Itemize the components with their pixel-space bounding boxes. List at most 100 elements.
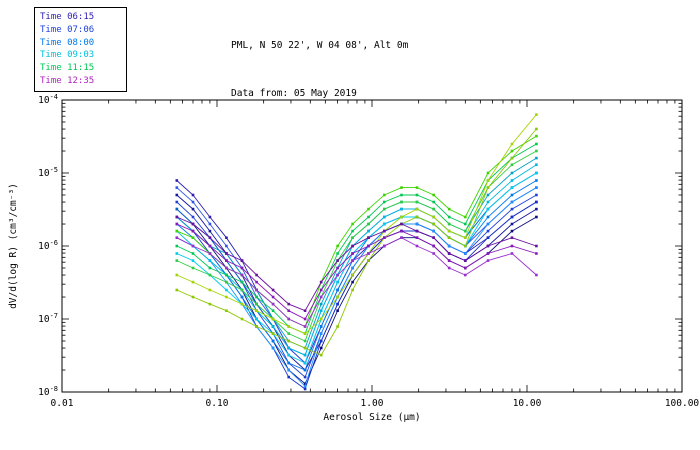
data-point-marker — [175, 193, 179, 197]
data-point-marker — [447, 236, 451, 239]
x-tick-label: 0.10 — [206, 398, 229, 409]
data-point-marker — [255, 325, 258, 328]
data-point-marker — [175, 179, 179, 182]
data-point-marker — [486, 215, 490, 219]
data-point-marker — [319, 353, 323, 357]
data-point-marker — [319, 295, 323, 299]
data-point-marker — [240, 273, 244, 277]
data-point-marker — [303, 332, 307, 335]
data-point-marker — [432, 200, 435, 204]
data-point-marker — [383, 244, 386, 248]
series-1235 — [175, 222, 538, 321]
plot-title-line1: PML, N 50 22', W 04 08', Alt 0m — [231, 40, 409, 51]
data-point-marker — [510, 142, 514, 146]
series-0615 — [175, 179, 538, 365]
y-tick-label: 10-4 — [38, 93, 58, 106]
series-line — [176, 114, 537, 335]
data-point-marker — [510, 171, 514, 175]
series-line — [176, 157, 537, 349]
data-point-marker — [415, 186, 419, 189]
data-point-marker — [464, 266, 467, 270]
data-point-marker — [367, 215, 370, 219]
data-point-marker — [175, 236, 179, 239]
data-point-marker — [464, 222, 467, 226]
data-point-marker — [271, 288, 275, 292]
data-point-marker — [415, 193, 419, 197]
data-point-marker — [510, 179, 514, 182]
data-point-marker — [336, 288, 339, 292]
series-line — [176, 180, 537, 371]
data-point-marker — [351, 280, 354, 284]
data-point-marker — [351, 229, 354, 233]
data-point-marker — [510, 207, 514, 211]
data-point-marker — [486, 207, 490, 211]
data-point-marker — [175, 200, 179, 204]
data-point-marker — [351, 266, 354, 270]
data-point-marker — [319, 339, 323, 343]
series-0800 — [175, 179, 538, 372]
data-point-marker — [191, 207, 195, 211]
plot-title: PML, N 50 22', W 04 08', Alt 0m Data fro… — [231, 6, 408, 134]
data-point-marker — [208, 252, 212, 255]
data-point-marker — [383, 200, 386, 204]
series-line — [176, 194, 537, 378]
data-point-marker — [464, 259, 467, 262]
legend-item-0706: Time 07:06 — [40, 24, 95, 35]
data-point-marker — [191, 244, 195, 248]
data-point-marker — [287, 325, 290, 328]
data-point-marker — [383, 215, 386, 219]
data-point-marker — [415, 244, 419, 248]
data-point-marker — [175, 252, 179, 255]
data-point-marker — [351, 244, 354, 248]
data-point-marker — [303, 361, 307, 365]
data-point-marker — [225, 273, 228, 277]
data-point-marker — [400, 200, 403, 204]
data-point-marker — [225, 266, 228, 270]
x-tick-labels: 0.01 0.10 1.00 10.00 100.00 — [51, 398, 700, 409]
data-point-marker — [225, 309, 228, 312]
data-point-marker — [464, 236, 467, 239]
data-point-marker — [432, 222, 435, 226]
data-point-marker — [367, 229, 370, 233]
data-point-marker — [287, 317, 290, 321]
data-point-marker — [271, 317, 275, 321]
data-point-marker — [415, 222, 419, 226]
data-point-marker — [271, 325, 275, 328]
data-point-marker — [255, 280, 258, 284]
data-point-marker — [287, 339, 290, 343]
data-point-marker — [191, 252, 195, 255]
data-point-marker — [510, 215, 514, 219]
data-point-marker — [486, 236, 490, 239]
data-point-marker — [208, 215, 212, 219]
series-1115 — [175, 142, 538, 335]
data-point-marker — [208, 288, 212, 292]
data-point-marker — [464, 244, 467, 248]
y-axis-label: dV/d(log R) (cm³/cm⁻³) — [8, 183, 19, 309]
data-point-marker — [208, 259, 212, 262]
data-point-marker — [383, 229, 386, 233]
data-point-marker — [415, 229, 419, 233]
data-point-marker — [510, 222, 514, 226]
x-tick-label: 0.01 — [51, 398, 74, 409]
data-point-marker — [367, 207, 370, 211]
data-point-marker — [486, 252, 490, 255]
data-point-marker — [336, 280, 339, 284]
data-point-marker — [319, 288, 323, 292]
data-point-marker — [240, 288, 244, 292]
data-point-marker — [464, 215, 467, 219]
data-point-marker — [208, 273, 212, 277]
data-point-marker — [510, 252, 514, 255]
series-line — [176, 223, 537, 320]
data-point-marker — [303, 325, 307, 328]
data-point-marker — [535, 252, 538, 255]
axis-ticks — [61, 99, 683, 393]
data-point-marker — [303, 309, 307, 312]
data-point-marker — [447, 222, 451, 226]
data-point-marker — [303, 387, 307, 391]
data-point-marker — [225, 280, 228, 284]
series-0706 — [175, 193, 538, 379]
data-point-marker — [535, 179, 538, 182]
data-point-marker — [535, 273, 538, 277]
data-point-marker — [415, 215, 419, 219]
